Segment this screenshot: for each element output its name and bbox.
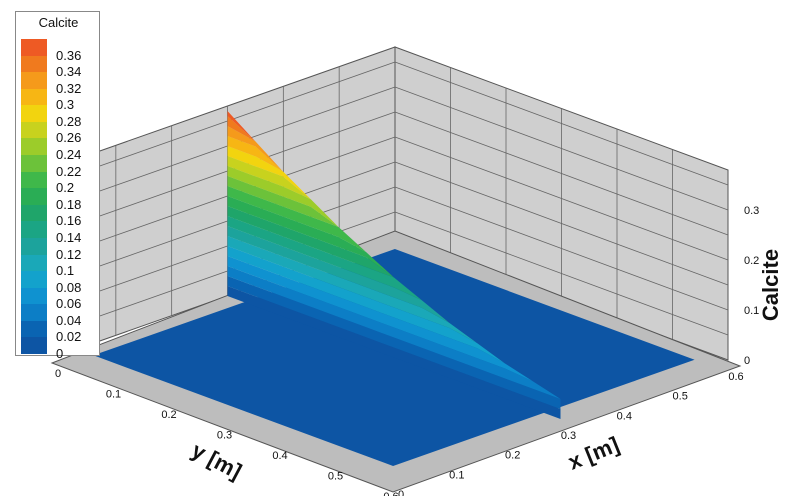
legend-swatch xyxy=(21,271,47,289)
legend-level-label: 0.08 xyxy=(56,279,82,295)
legend-level-label: 0.14 xyxy=(56,229,82,245)
legend-level-label: 0.06 xyxy=(56,296,82,312)
x-tick-label: 0.2 xyxy=(505,450,520,462)
x-tick-label: 0.3 xyxy=(561,430,576,442)
legend-swatch xyxy=(21,138,47,156)
surface-band xyxy=(227,206,561,399)
x-tick-label: 0 xyxy=(398,489,404,496)
surface-band xyxy=(227,226,561,399)
y-tick-label: 0.3 xyxy=(217,430,232,442)
surface-band xyxy=(227,266,561,399)
legend-swatch xyxy=(21,204,47,222)
surface-band xyxy=(227,196,561,399)
legend-level-label: 0.04 xyxy=(56,312,82,328)
legend-swatch xyxy=(21,304,47,322)
legend-level-label: 0.28 xyxy=(56,113,82,129)
surface-band xyxy=(227,276,561,409)
y-tick-label: 0 xyxy=(55,368,61,380)
legend-level-label: 0.34 xyxy=(56,64,82,80)
surface-band xyxy=(227,256,561,399)
legend-swatch xyxy=(21,72,47,90)
calcite-surface xyxy=(227,111,561,419)
legend-swatch xyxy=(21,88,47,106)
legend-swatch xyxy=(21,237,47,256)
z-axis-title: Calcite xyxy=(758,249,783,321)
x-tick-label: 0.6 xyxy=(728,371,743,383)
y-tick-label: 0.4 xyxy=(272,450,287,462)
legend-level-label: 0 xyxy=(56,346,64,361)
z-tick-label: 0.3 xyxy=(744,205,759,217)
z-tick-label: 0.2 xyxy=(744,255,759,267)
legend-level-label: 0.32 xyxy=(56,80,82,96)
legend-level-label: 0.16 xyxy=(56,213,82,229)
y-tick-label: 0.6 xyxy=(383,491,398,496)
legend-swatch xyxy=(21,121,47,139)
legend-swatch xyxy=(21,105,47,123)
surface-band xyxy=(227,186,561,399)
legend-level-label: 0.36 xyxy=(56,47,82,63)
y-axis-title: y [m] xyxy=(188,437,246,484)
z-tick-label: 0.1 xyxy=(744,305,759,317)
legend-swatch xyxy=(21,320,47,338)
legend-level-label: 0.02 xyxy=(56,329,82,345)
y-tick-label: 0.1 xyxy=(106,389,121,401)
legend-swatch xyxy=(21,287,47,305)
legend-swatch xyxy=(21,55,47,73)
x-tick-label: 0.4 xyxy=(617,410,632,422)
legend-swatch xyxy=(21,39,47,57)
legend-level-label: 0.12 xyxy=(56,246,82,262)
surface-band xyxy=(227,246,561,399)
surface-band xyxy=(227,176,561,399)
legend-level-label: 0.26 xyxy=(56,130,82,146)
legend-swatch xyxy=(21,221,47,239)
surface-band xyxy=(227,286,561,419)
y-tick-label: 0.2 xyxy=(161,409,176,421)
surface-band xyxy=(227,236,561,399)
legend-title: Calcite xyxy=(38,15,79,30)
legend-swatch xyxy=(21,171,47,189)
legend-level-label: 0.22 xyxy=(56,163,82,179)
legend-swatch xyxy=(21,155,47,173)
legend-swatch xyxy=(21,254,47,272)
legend-swatch xyxy=(21,337,47,355)
x-tick-label: 0.1 xyxy=(449,469,464,481)
z-tick-label: 0 xyxy=(744,355,750,367)
legend-level-label: 0.1 xyxy=(56,263,75,279)
legend-level-label: 0.2 xyxy=(56,180,75,196)
x-tick-label: 0.5 xyxy=(673,391,688,403)
legend-swatch xyxy=(21,188,47,206)
y-tick-label: 0.5 xyxy=(328,471,343,483)
axis-ticks: 00.10.20.30.40.50.600.10.20.30.40.50.600… xyxy=(55,205,759,496)
legend-colorbar xyxy=(21,39,47,355)
legend-level-label: 0.3 xyxy=(56,97,75,113)
surface-band xyxy=(227,216,561,399)
legend-level-label: 0.24 xyxy=(56,147,82,163)
legend-level-label: 0.18 xyxy=(56,196,82,212)
color-legend: Calcite 0.36 0.34 0.32 0.3 0.28 0.26 0.24 0.22 0… xyxy=(15,11,100,361)
